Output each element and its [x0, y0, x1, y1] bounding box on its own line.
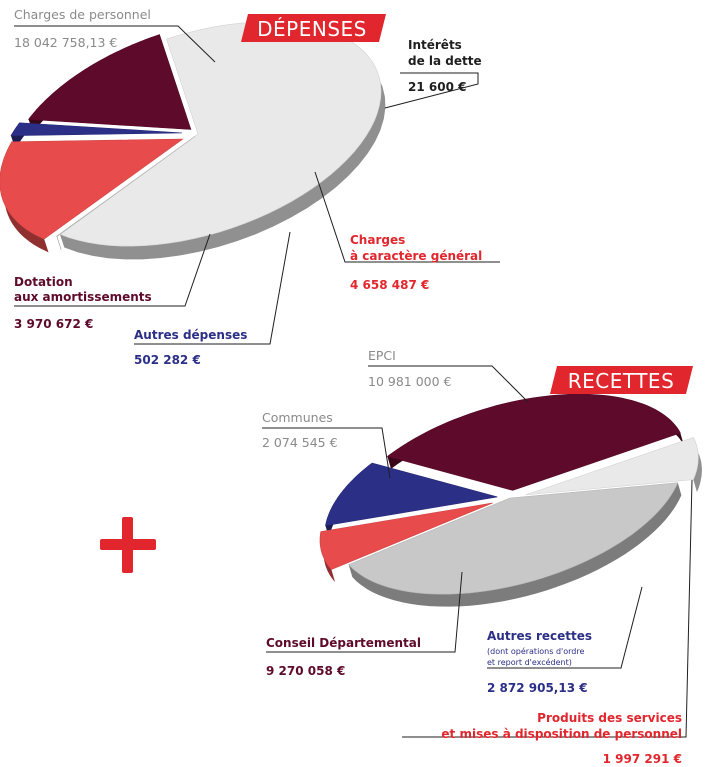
- value-charges-general: 4 658 487 €: [350, 278, 429, 292]
- slice-side-personnel: [59, 21, 386, 260]
- value-epci: 10 981 000 €: [368, 374, 452, 389]
- depenses-banner-shape: [241, 14, 386, 42]
- pie-0: [0, 21, 386, 260]
- plus-sign-icon: [100, 517, 156, 573]
- note-autres-recettes-line1: (dont opérations d'ordre: [487, 646, 584, 656]
- value-produits: 1 997 291 €: [603, 752, 682, 766]
- leader-lines: [14, 25, 693, 738]
- recettes-title: RECETTES: [568, 369, 675, 393]
- label-conseil-departemental: Conseil Départemental: [266, 636, 421, 650]
- label-interets-line1: Intérêts: [408, 38, 462, 52]
- slice-communes: [525, 437, 699, 496]
- recettes-banner-shape: [550, 366, 693, 394]
- depenses-title: DÉPENSES: [257, 17, 367, 41]
- value-communes: 2 074 545 €: [262, 435, 338, 450]
- slice-side-epci: [348, 482, 682, 607]
- slice-general: [0, 138, 184, 240]
- pie-1: [319, 393, 702, 607]
- slice-autres: [325, 462, 498, 527]
- label-autres-recettes: Autres recettes: [487, 629, 592, 643]
- slice-dotation: [28, 34, 192, 130]
- slice-side-general: [0, 141, 49, 253]
- label-autres-depenses: Autres dépenses: [134, 328, 247, 342]
- value-interets: 21 600 €: [408, 80, 466, 94]
- recettes-banner: RECETTES: [550, 366, 693, 394]
- slice-side-interets: [56, 236, 62, 250]
- value-charges-personnel: 18 042 758,13 €: [14, 35, 117, 50]
- depenses-labels: Charges de personnel 18 042 758,13 € Int…: [14, 7, 482, 367]
- value-autres-depenses: 502 282 €: [134, 353, 201, 367]
- value-dotation: 3 970 672 €: [14, 317, 93, 331]
- label-charges-general-line1: Charges: [350, 233, 405, 247]
- slice-autres: [10, 122, 182, 137]
- slice-interets: [56, 135, 196, 237]
- note-autres-recettes-line2: et report d'excédent): [487, 657, 572, 667]
- slice-epci: [348, 482, 679, 595]
- value-autres-recettes: 2 872 905,13 €: [487, 681, 588, 695]
- label-charges-personnel: Charges de personnel: [14, 7, 151, 22]
- pie-charts: [0, 21, 702, 607]
- depenses-banner: DÉPENSES: [241, 14, 386, 42]
- slice-produits: [319, 502, 493, 570]
- label-epci: EPCI: [368, 348, 396, 363]
- label-dotation-line2: aux amortissements: [14, 290, 152, 304]
- label-produits-line1: Produits des services: [537, 711, 682, 725]
- label-dotation-line1: Dotation: [14, 275, 73, 289]
- recettes-labels: EPCI 10 981 000 € Communes 2 074 545 € C…: [262, 348, 682, 766]
- label-communes: Communes: [262, 410, 333, 425]
- label-charges-general-line2: à caractère général: [350, 249, 482, 263]
- slice-side-communes: [693, 437, 702, 493]
- value-conseil-departemental: 9 270 058 €: [266, 664, 345, 678]
- slice-conseil: [386, 393, 681, 491]
- label-produits-line2: et mises à disposition de personnel: [441, 727, 682, 741]
- label-interets-line2: de la dette: [408, 54, 482, 68]
